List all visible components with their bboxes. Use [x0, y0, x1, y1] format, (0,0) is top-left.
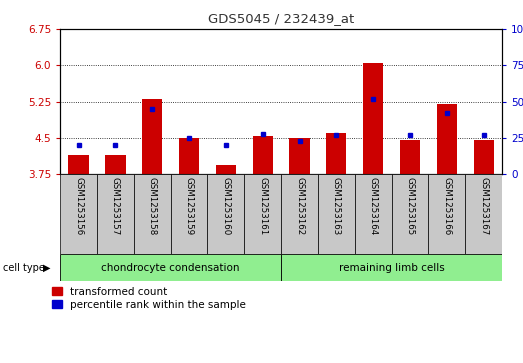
- Text: GSM1253157: GSM1253157: [111, 177, 120, 235]
- FancyBboxPatch shape: [281, 254, 502, 281]
- Bar: [142, 99, 162, 174]
- Text: chondrocyte condensation: chondrocyte condensation: [101, 263, 240, 273]
- FancyBboxPatch shape: [465, 174, 502, 254]
- FancyBboxPatch shape: [244, 174, 281, 254]
- Title: GDS5045 / 232439_at: GDS5045 / 232439_at: [208, 12, 354, 25]
- Bar: [216, 164, 236, 174]
- FancyBboxPatch shape: [208, 174, 244, 254]
- Bar: [69, 155, 89, 174]
- FancyBboxPatch shape: [60, 174, 97, 254]
- Text: GSM1253158: GSM1253158: [147, 177, 157, 235]
- Text: ▶: ▶: [43, 263, 51, 273]
- Text: cell type: cell type: [3, 263, 44, 273]
- Bar: [363, 63, 383, 174]
- Text: GSM1253165: GSM1253165: [405, 177, 415, 235]
- FancyBboxPatch shape: [281, 174, 318, 254]
- FancyBboxPatch shape: [355, 174, 392, 254]
- Bar: [437, 104, 457, 174]
- Text: GSM1253163: GSM1253163: [332, 177, 341, 235]
- Text: GSM1253162: GSM1253162: [295, 177, 304, 235]
- Bar: [400, 140, 420, 174]
- Bar: [105, 155, 126, 174]
- Text: GSM1253167: GSM1253167: [479, 177, 488, 235]
- Bar: [473, 140, 494, 174]
- FancyBboxPatch shape: [134, 174, 170, 254]
- FancyBboxPatch shape: [170, 174, 208, 254]
- FancyBboxPatch shape: [318, 174, 355, 254]
- FancyBboxPatch shape: [428, 174, 465, 254]
- Bar: [289, 138, 310, 174]
- Text: GSM1253160: GSM1253160: [221, 177, 230, 235]
- Bar: [326, 133, 346, 174]
- Text: GSM1253156: GSM1253156: [74, 177, 83, 235]
- Text: GSM1253164: GSM1253164: [369, 177, 378, 235]
- Bar: [253, 135, 273, 174]
- Text: GSM1253161: GSM1253161: [258, 177, 267, 235]
- Text: remaining limb cells: remaining limb cells: [339, 263, 445, 273]
- Bar: [179, 138, 199, 174]
- Text: GSM1253159: GSM1253159: [185, 177, 194, 235]
- FancyBboxPatch shape: [97, 174, 134, 254]
- FancyBboxPatch shape: [392, 174, 428, 254]
- FancyBboxPatch shape: [60, 254, 281, 281]
- Text: GSM1253166: GSM1253166: [442, 177, 451, 235]
- Legend: transformed count, percentile rank within the sample: transformed count, percentile rank withi…: [52, 286, 246, 310]
